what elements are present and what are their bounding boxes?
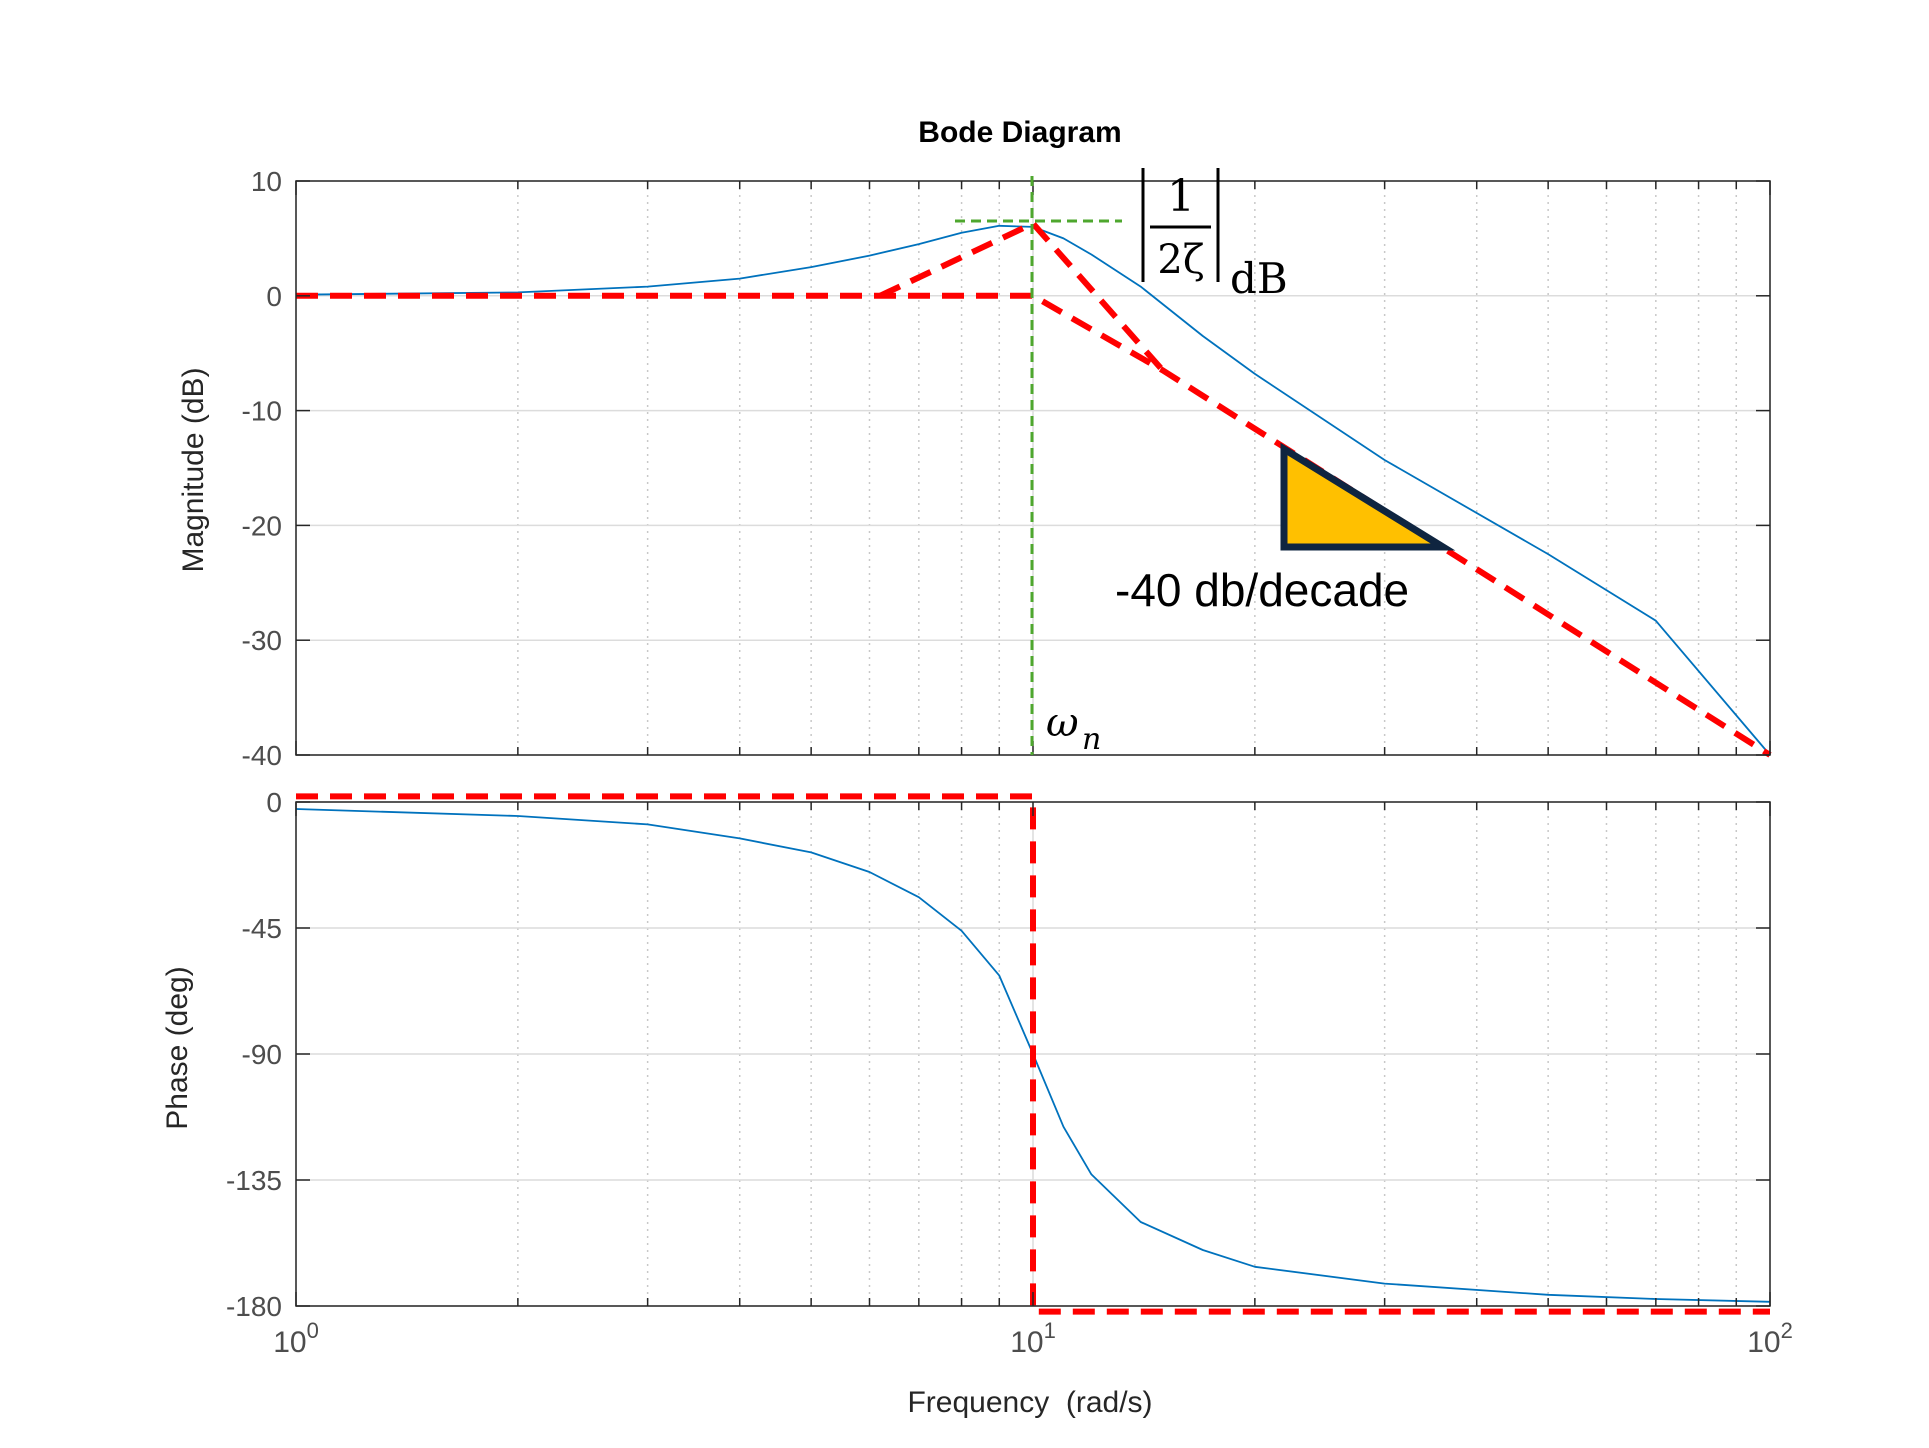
phase-axes-frame: [295, 801, 1771, 1307]
phase-asymptote-line: [296, 793, 1770, 1315]
frequency-tick-label: 101: [1010, 1318, 1056, 1359]
tick-base: 10: [273, 1326, 306, 1359]
phase-ytick-label: -45: [242, 913, 282, 944]
fraction-denominator: 2ζ: [1157, 237, 1204, 283]
phase-tick-labels: -180 -135 -90 -45 0: [226, 787, 282, 1322]
magnitude-ytick-label: 10: [251, 166, 282, 197]
tick-exponent: 2: [1781, 1318, 1793, 1343]
slope-triangle: [1280, 442, 1456, 551]
phase-axis-label: Phase (deg): [161, 966, 194, 1129]
peak-magnitude-label: 1 2ζ dB: [1141, 168, 1288, 303]
frequency-tick-labels: 100 101 102: [273, 1318, 1793, 1359]
tick-exponent: 1: [1044, 1318, 1056, 1343]
tick-exponent: 0: [307, 1318, 319, 1343]
phase-ytick-label: 0: [266, 787, 282, 818]
db-subscript: dB: [1230, 254, 1288, 303]
magnitude-ytick-label: -10: [242, 396, 282, 427]
frequency-tick-label: 102: [1747, 1318, 1793, 1359]
chart-title: Bode Diagram: [918, 116, 1121, 149]
magnitude-ytick-label: -30: [242, 625, 282, 656]
phase-series: [295, 793, 1771, 1315]
omega-subscript: n: [1082, 722, 1101, 757]
phase-ytick-label: -135: [226, 1165, 282, 1196]
tick-base: 10: [1747, 1326, 1780, 1359]
frequency-axis-label: Frequency (rad/s): [907, 1386, 1152, 1419]
phase-ytick-label: -180: [226, 1291, 282, 1322]
annotations: 1 2ζ dB ω n -40 db/decade: [955, 168, 1456, 757]
phase-ytick-label: -90: [242, 1039, 282, 1070]
magnitude-ytick-label: -40: [242, 740, 282, 771]
tick-base: 10: [1010, 1326, 1043, 1359]
magnitude-tick-labels: -40 -30 -20 -10 0 10: [242, 166, 282, 771]
phase-panel: -180-135-90-450 Phase (deg) 100 101 102 Fr…: [161, 787, 1793, 1419]
corner-frequency-label: ω n: [1046, 700, 1101, 757]
fraction-numerator: 1: [1167, 171, 1195, 222]
magnitude-ytick-label: -20: [242, 510, 282, 541]
magnitude-ytick-label: 0: [266, 281, 282, 312]
frequency-tick-label: 100: [273, 1318, 319, 1359]
slope-label: -40 db/decade: [1115, 564, 1409, 616]
omega-symbol: ω: [1046, 700, 1079, 746]
magnitude-axis-label: Magnitude (dB): [177, 367, 210, 572]
